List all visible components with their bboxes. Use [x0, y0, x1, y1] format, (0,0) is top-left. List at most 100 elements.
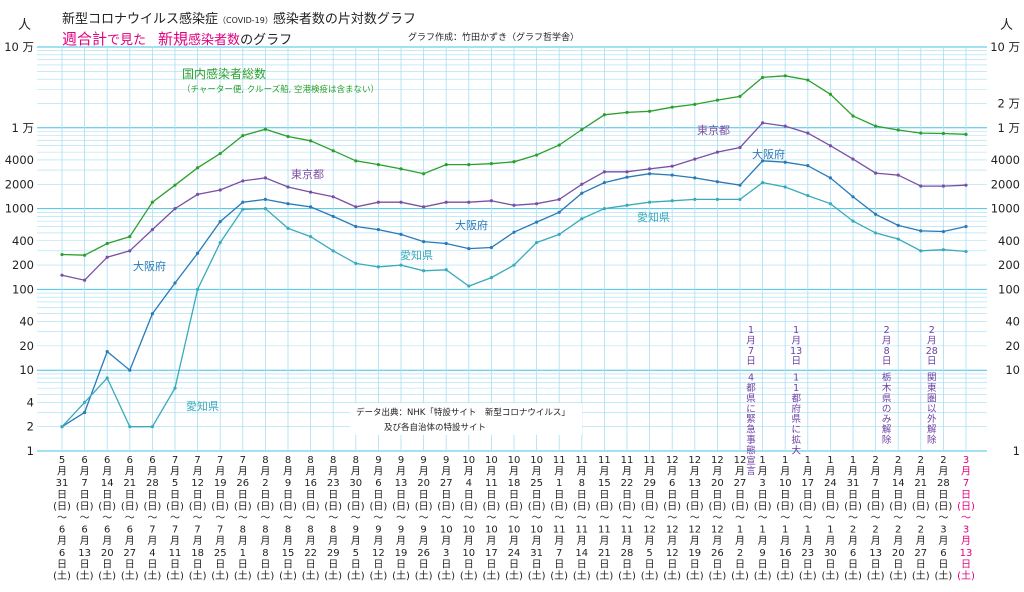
data-point: [602, 113, 607, 117]
credit: グラフ作成：竹田かずき（グラフ哲学舎）: [408, 33, 580, 43]
data-point: [828, 176, 833, 180]
data-point: [783, 124, 787, 128]
data-point: [964, 249, 968, 254]
data-point: [783, 160, 787, 164]
data-point: [738, 197, 742, 201]
x-tick-label: 1 月 17 日(日)〜 1 月 23 日(土): [799, 455, 817, 582]
data-point: [467, 163, 471, 167]
label-osaka-2: 大阪府: [455, 218, 488, 232]
series-labels: 国内感染者総数 （チャーター便, クルーズ船, 空港検疫は含まない） 東京都 東…: [133, 66, 785, 413]
data-point: [354, 224, 358, 229]
data-point: [941, 229, 946, 234]
data-point: [489, 162, 493, 166]
subtitle-graph: のグラフ: [240, 33, 293, 48]
x-tick-label: 1 月 24 日(日)〜 1 月 30 日(土): [821, 455, 839, 582]
x-tick-label: 8 月 9 日(日)〜 8 月 15 日(土): [279, 455, 297, 582]
y-tick-label-left: 2: [27, 420, 34, 434]
data-point: [105, 241, 109, 246]
x-tick-label: 1 月 10 日(日)〜 1 月 16 日(土): [776, 455, 794, 582]
data-point: [896, 237, 900, 241]
data-point: [218, 240, 222, 245]
data-point: [648, 172, 652, 176]
label-osaka-1: 大阪府: [133, 259, 166, 273]
data-point: [489, 275, 493, 280]
data-point: [354, 159, 358, 163]
data-point: [964, 132, 968, 136]
title-main: 新型コロナウイルス感染症: [62, 12, 219, 27]
data-point: [874, 212, 878, 216]
data-point: [60, 273, 64, 277]
x-tick-label: 8 月 30 日(日)〜 9 月 5 日(土): [347, 455, 365, 582]
data-point: [806, 78, 810, 82]
data-point: [806, 131, 810, 135]
data-point: [828, 92, 833, 96]
y-tick-label-left: 4: [27, 395, 34, 409]
data-point: [941, 248, 946, 252]
data-point: [376, 227, 380, 232]
data-point: [354, 261, 358, 265]
data-point: [263, 197, 267, 201]
y-tick-label-left: 1: [27, 444, 34, 458]
data-point: [150, 227, 154, 232]
data-point: [580, 182, 584, 186]
event-note: 2 月 28 日関東圏以外解除: [926, 325, 938, 446]
data-point: [286, 134, 290, 139]
data-point: [715, 180, 720, 184]
data-point: [331, 214, 335, 219]
label-aichi-2: 愛知県: [400, 248, 433, 262]
data-point: [286, 185, 290, 189]
x-tick-label: 1 月 3 日(日)〜 1 月 9 日(土): [754, 455, 772, 582]
x-tick-label: 12 月 20 日(日)〜 12 月 26 日(土): [708, 455, 726, 582]
data-point: [173, 207, 177, 211]
data-point: [602, 170, 607, 174]
x-tick-label: 7 月 12 日(日)〜 7 月 18 日(土): [189, 455, 207, 582]
event-note: 1 月 7 日 4 都県に緊急事態宣言: [746, 325, 756, 477]
data-point: [422, 205, 426, 209]
data-point: [444, 200, 448, 204]
y-tick-label-left: 10 万: [4, 40, 34, 54]
data-point: [331, 149, 335, 153]
data-point: [150, 312, 154, 316]
x-tick-label: 7 月 26 日(日)〜 8 月 1 日(土): [234, 455, 252, 582]
x-tick-label: 10 月 4 日(日)〜 10 月 10 日(土): [460, 455, 478, 582]
data-point: [399, 232, 403, 236]
x-tick-label: 12 月 13 日(日)〜 12 月 19 日(土): [686, 455, 704, 582]
label-total-note: （チャーター便, クルーズ船, 空港検疫は含まない）: [182, 84, 379, 95]
data-point: [806, 164, 810, 168]
x-tick-label: 11 月 22 日(日)〜 11 月 28 日(土): [618, 455, 636, 582]
data-point: [648, 200, 652, 204]
data-point: [625, 110, 629, 115]
data-point: [444, 268, 448, 272]
data-point: [489, 245, 493, 250]
data-point: [331, 249, 335, 253]
data-point: [828, 144, 833, 148]
x-tick-label: 9 月 6 日(日)〜 9 月 12 日(土): [369, 455, 387, 582]
y-tick-label-left: 10: [19, 363, 34, 377]
subtitle-kansensha: 感染者数: [188, 33, 241, 48]
data-point: [286, 202, 290, 206]
data-point: [738, 145, 742, 150]
data-point: [602, 207, 607, 211]
x-tick-label: 6 月 21 日(日)〜 6 月 27 日(土): [121, 455, 139, 582]
data-point: [806, 193, 810, 198]
data-point: [173, 183, 177, 187]
data-point: [422, 269, 426, 273]
data-point: [128, 249, 132, 253]
data-point: [693, 102, 697, 106]
y-tick-label-left: 100: [12, 282, 34, 296]
y-tick-label-left: 20: [19, 339, 34, 353]
data-point: [941, 131, 946, 136]
event-note: 1 月 13 日 1 1 都府県に拡大: [790, 325, 802, 456]
data-point: [241, 200, 245, 204]
x-axis-labels: 5 月 31 日(日)〜 6 月 6 日(土) 6 月 7 日(日)〜 6 月 13 日(土)6 月 14 日(日)…: [53, 455, 975, 582]
data-point: [444, 241, 448, 246]
data-point: [444, 163, 448, 167]
y-tick-label-left: 1 万: [12, 121, 34, 135]
data-point: [602, 180, 607, 185]
data-point: [535, 202, 539, 206]
data-point: [896, 223, 900, 227]
grid: [37, 46, 987, 452]
data-point: [670, 105, 674, 109]
source-line-2: 及び各自治体の特設サイト: [384, 422, 486, 433]
title-rest: 感染者数の片対数グラフ: [272, 12, 416, 27]
